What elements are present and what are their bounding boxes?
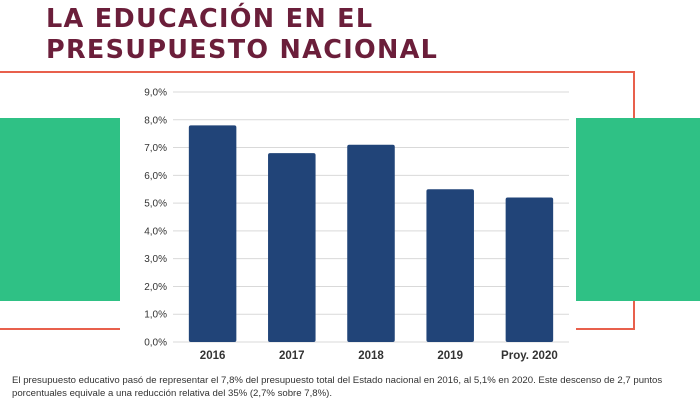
y-tick-label: 5,0% <box>144 199 167 210</box>
bar-chart: 0,0% 1,0% 2,0% 3,0% 4,0% 5,0% 6,0% 7,0% 8,0% 9,0%… <box>144 88 569 362</box>
y-tick-label: 7,0% <box>144 143 167 154</box>
title-line-1: LA EDUCACIÓN EN EL <box>46 4 374 34</box>
green-panel-right <box>576 118 700 301</box>
y-tick-label: 4,0% <box>144 226 167 237</box>
bar <box>188 125 237 342</box>
y-tick-label: 3,0% <box>144 254 167 265</box>
bar <box>426 189 474 342</box>
y-tick-label: 8,0% <box>144 115 167 126</box>
y-tick-label: 0,0% <box>144 338 167 349</box>
title-line-2: PRESUPUESTO NACIONAL <box>46 35 439 65</box>
chart-caption: El presupuesto educativo pasó de represe… <box>12 375 663 399</box>
y-tick-label: 6,0% <box>144 171 167 182</box>
y-tick-label: 1,0% <box>144 310 167 321</box>
bar <box>347 144 395 342</box>
y-tick-label: 9,0% <box>144 88 167 99</box>
page-title: LA EDUCACIÓN EN EL PRESUPUESTO NACIONAL <box>46 4 438 66</box>
x-tick-label: 2017 <box>279 350 305 362</box>
x-tick-label: 2019 <box>437 350 463 362</box>
bar <box>505 197 554 342</box>
x-tick-label: 2018 <box>358 350 384 362</box>
x-tick-label: Proy. 2020 <box>501 350 558 362</box>
x-tick-label: 2016 <box>200 350 226 362</box>
y-tick-label: 2,0% <box>144 282 167 293</box>
bar <box>268 153 316 342</box>
